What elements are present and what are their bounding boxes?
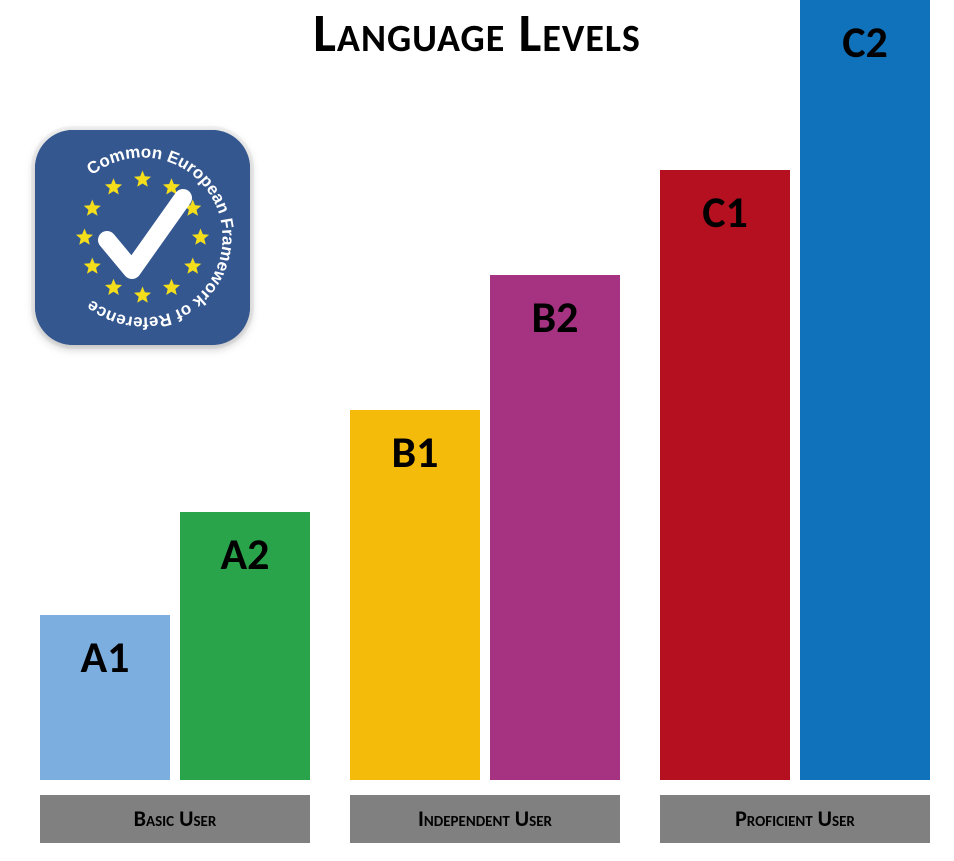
group-label-2: Proficient User	[660, 795, 930, 843]
bar-label-c1: C1	[660, 185, 790, 239]
bar-a2: A2	[180, 512, 310, 780]
cefr-badge: Common European Framework of Reference	[35, 130, 250, 345]
group-label-1: Independent User	[350, 795, 620, 843]
bar-b1: B1	[350, 410, 480, 780]
bar-c1: C1	[660, 170, 790, 780]
bar-label-a1: A1	[40, 630, 170, 684]
bar-label-b1: B1	[350, 425, 480, 479]
bar-label-a2: A2	[180, 527, 310, 581]
chart-area: A1A2 B1 B2 C1 C2	[20, 0, 954, 780]
bar-a1: A1	[40, 615, 170, 780]
bar-b2: B2	[490, 275, 620, 780]
bar-label-b2: B2	[490, 290, 620, 344]
bar-c2: C2	[800, 0, 930, 780]
badge-bg	[35, 130, 250, 345]
bar-label-c2: C2	[800, 15, 930, 69]
cefr-badge-svg: Common European Framework of Reference	[35, 130, 250, 345]
group-label-0: Basic User	[40, 795, 310, 843]
group-labels-row: Basic User Independent User Proficient Use…	[20, 795, 954, 843]
